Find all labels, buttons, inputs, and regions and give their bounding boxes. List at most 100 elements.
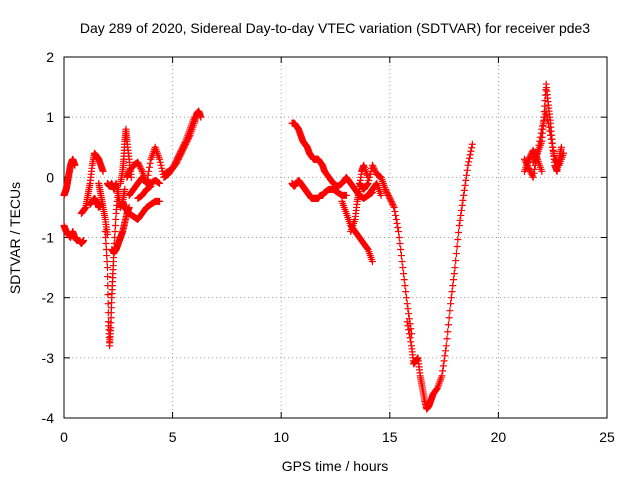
data-point-marker (447, 300, 455, 308)
data-point-marker (394, 223, 402, 231)
data-point-marker (145, 163, 153, 171)
data-point-marker (146, 159, 154, 167)
data-point-marker (452, 257, 460, 265)
x-axis-tick-labels: 0 5 10 15 20 25 (60, 429, 615, 445)
data-point-marker (455, 228, 463, 236)
data-point-marker (176, 149, 184, 157)
y-tick-label: 1 (46, 109, 54, 125)
data-point-marker (460, 186, 468, 194)
data-point-marker (404, 322, 412, 330)
data-point-marker (406, 334, 414, 342)
data-point-marker (102, 234, 110, 241)
data-point-marker (400, 270, 408, 278)
data-point-marker (402, 288, 410, 296)
data-point-marker (368, 258, 376, 266)
data-point-marker (533, 154, 541, 162)
data-point-marker (388, 199, 396, 207)
data-point-marker (455, 221, 463, 229)
x-tick-label: 20 (491, 429, 507, 445)
data-point-marker (156, 158, 164, 166)
data-point-marker (169, 163, 177, 171)
data-point-marker (371, 166, 379, 174)
data-point-marker (399, 264, 407, 272)
data-points (60, 80, 568, 413)
data-point-marker (404, 305, 412, 313)
data-point-marker (467, 147, 475, 155)
data-point-marker (531, 151, 539, 159)
data-point-marker (177, 146, 185, 154)
data-point-marker (170, 161, 178, 169)
data-point-marker (526, 154, 534, 162)
plot-frame (63, 56, 608, 419)
data-point-marker (405, 310, 413, 318)
y-axis-label: SDTVAR / TECUs (7, 182, 23, 294)
data-point-marker (393, 219, 401, 227)
data-point-marker (389, 202, 397, 210)
data-point-marker (135, 161, 143, 169)
data-point-marker (396, 240, 404, 248)
data-point-marker (403, 300, 411, 308)
x-axis-label: GPS time / hours (282, 458, 389, 474)
data-point-marker (392, 215, 400, 223)
data-point-marker (462, 176, 470, 184)
y-tick-label: 2 (46, 49, 54, 65)
x-tick-label: 10 (273, 429, 289, 445)
data-point-marker (134, 158, 142, 166)
data-point-marker (103, 252, 111, 260)
data-point-marker (448, 288, 456, 296)
data-point-marker (142, 178, 150, 186)
data-point-marker (439, 367, 447, 375)
data-point-marker (403, 318, 411, 326)
data-point-marker (461, 181, 469, 189)
x-tick-label: 0 (60, 429, 68, 445)
data-point-marker (181, 139, 189, 147)
data-point-marker (158, 164, 166, 172)
data-point-marker (174, 152, 182, 160)
data-point-marker (433, 385, 441, 393)
data-point-marker (80, 237, 88, 245)
data-point-marker (384, 191, 392, 199)
data-point-marker (446, 307, 454, 315)
data-point-marker (137, 164, 145, 172)
data-point-marker (445, 314, 453, 322)
data-point-marker (463, 171, 471, 179)
data-point-marker (171, 158, 179, 166)
data-point-marker (364, 179, 372, 187)
grid-lines (64, 57, 607, 418)
data-point-marker (450, 270, 458, 278)
data-point-marker (451, 264, 459, 272)
data-point-marker (156, 155, 164, 163)
data-point-marker (465, 154, 473, 162)
data-point-marker (457, 211, 465, 219)
data-point-marker (452, 250, 460, 258)
data-point-marker (111, 221, 119, 229)
data-point-marker (157, 161, 165, 169)
data-point-marker (463, 166, 471, 174)
data-point-marker (381, 185, 389, 193)
y-tick-label: -1 (42, 230, 55, 246)
data-point-marker (169, 164, 177, 172)
data-point-marker (145, 167, 153, 175)
data-point-marker (112, 215, 120, 223)
x-tick-label: 15 (382, 429, 398, 445)
data-point-marker (386, 194, 394, 202)
data-point-marker (371, 167, 379, 175)
data-point-marker (102, 240, 110, 248)
axis-ticks (63, 56, 608, 419)
data-point-marker (407, 338, 415, 346)
y-tick-label: -2 (42, 290, 55, 306)
data-point-marker (454, 236, 462, 244)
data-point-marker (377, 191, 385, 199)
data-point-marker (456, 216, 464, 224)
data-point-marker (531, 149, 539, 157)
data-point-marker (147, 182, 155, 190)
data-point-marker (368, 161, 376, 169)
data-point-marker (143, 179, 151, 187)
data-point-marker (104, 273, 112, 281)
data-point-marker (557, 143, 565, 151)
data-point-marker (144, 171, 152, 179)
data-point-marker (363, 180, 371, 188)
data-point-marker (444, 328, 452, 336)
data-point-marker (387, 196, 395, 204)
